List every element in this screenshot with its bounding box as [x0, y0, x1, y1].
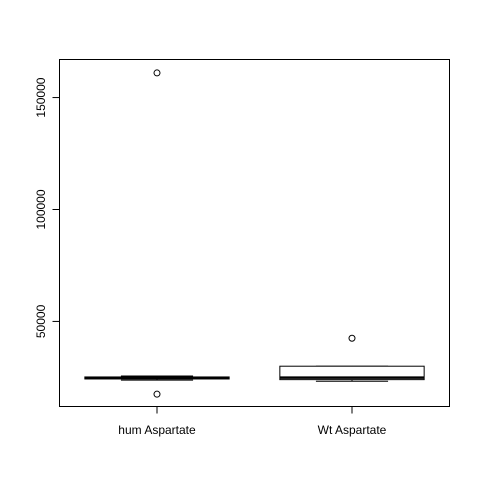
outlier-point: [153, 390, 161, 398]
y-axis: 50000 100000 150000: [34, 77, 60, 338]
box-iqr: [279, 365, 425, 381]
x-tick-label: hum Aspartate: [118, 423, 196, 437]
box-group: [84, 69, 425, 398]
x-axis: hum Aspartate Wt Aspartate: [118, 406, 387, 437]
box-0: [84, 69, 230, 398]
box-1: [279, 334, 425, 382]
x-tick-label: Wt Aspartate: [318, 423, 387, 437]
outlier-point: [348, 334, 356, 342]
y-tick-label: 150000: [34, 77, 48, 117]
y-tick-label: 50000: [34, 304, 48, 338]
plot-frame: [59, 59, 450, 407]
y-tick-label: 100000: [34, 189, 48, 229]
outlier-point: [153, 69, 161, 77]
